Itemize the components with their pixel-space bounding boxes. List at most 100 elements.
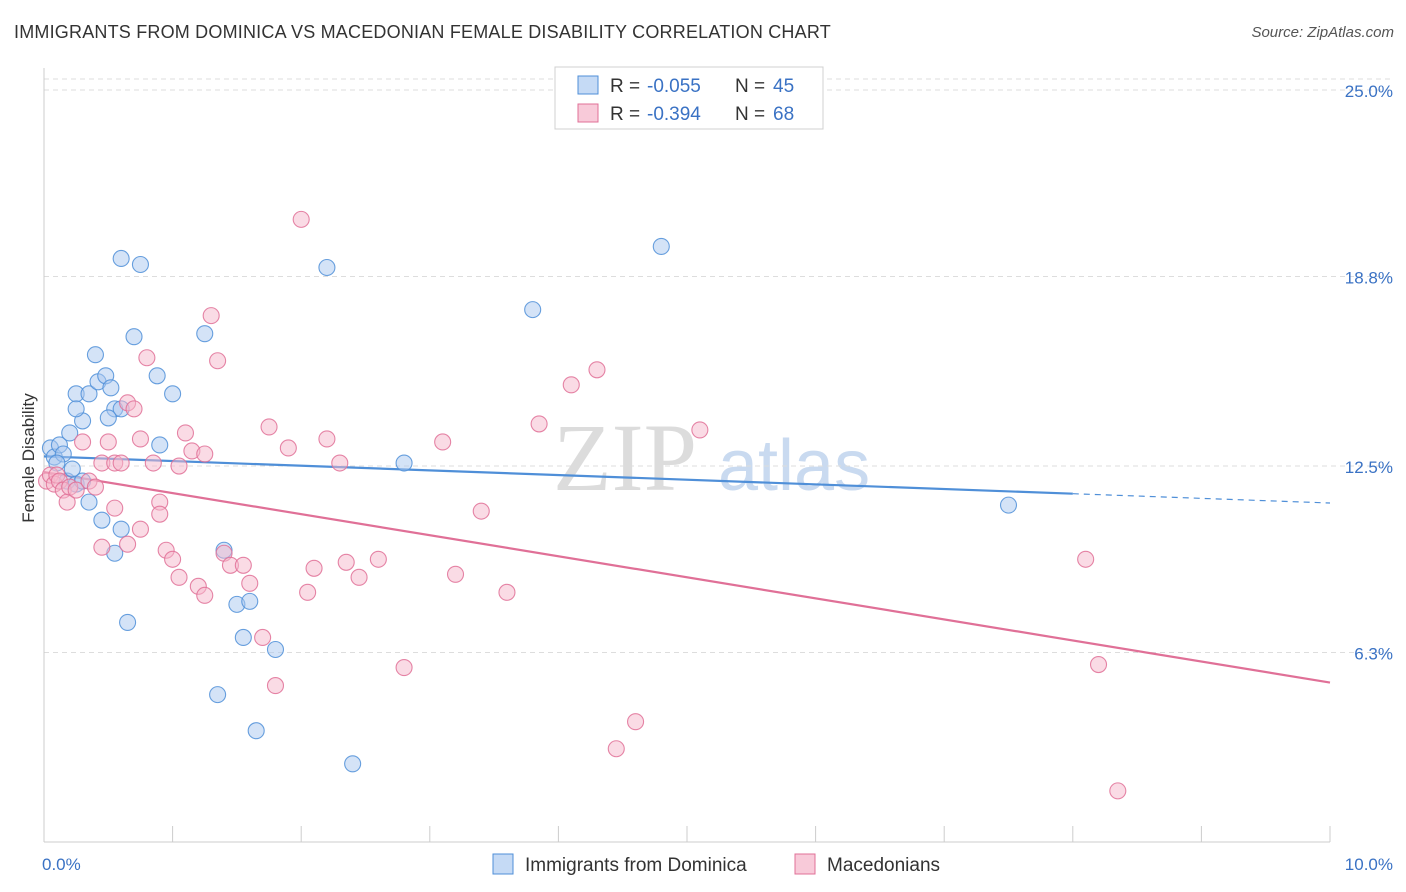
point-macedonian <box>196 445 214 463</box>
tick-labels: 6.3% 12.5% 18.8% 25.0% 0.0% 10.0% <box>42 82 1393 874</box>
legend-label-dominica: Immigrants from Dominica <box>525 855 747 876</box>
point-macedonian <box>131 430 149 448</box>
point-macedonian <box>607 740 625 758</box>
point-macedonian <box>131 520 149 538</box>
point-macedonian <box>266 677 285 695</box>
point-macedonian <box>151 505 169 523</box>
point-dominica <box>67 400 85 418</box>
axes <box>43 68 1331 843</box>
point-macedonian <box>86 478 104 496</box>
point-macedonian <box>254 628 272 647</box>
point-dominica <box>247 722 265 740</box>
stats-n-label-2: N = <box>735 104 765 125</box>
point-macedonian <box>202 307 220 325</box>
y-axis-label: Female Disability <box>19 393 38 523</box>
point-dominica <box>86 346 104 364</box>
point-dominica <box>652 237 670 256</box>
point-macedonian <box>1077 550 1095 568</box>
point-dominica <box>80 493 98 511</box>
point-dominica <box>112 249 130 268</box>
stats-r-label-1: R = <box>610 76 640 97</box>
legend-swatch-dominica <box>492 853 514 875</box>
point-macedonian <box>446 565 465 583</box>
point-macedonian <box>588 361 606 379</box>
trend-lines <box>43 455 1331 684</box>
point-macedonian <box>241 574 259 592</box>
y-tick-label: 18.8% <box>1345 269 1393 288</box>
point-dominica <box>112 520 130 538</box>
point-macedonian <box>292 210 310 228</box>
point-macedonian <box>562 376 580 394</box>
point-macedonian <box>196 586 214 604</box>
point-macedonian <box>176 424 195 442</box>
x-tick-label: 0.0% <box>42 855 81 874</box>
point-dominica <box>93 511 111 529</box>
point-macedonian <box>434 433 452 451</box>
y-tick-label: 25.0% <box>1345 82 1393 101</box>
point-macedonian <box>144 454 162 472</box>
point-dominica <box>61 424 79 442</box>
y-tick-label: 6.3% <box>1354 645 1393 664</box>
point-macedonian <box>1109 782 1127 800</box>
stats-r-value-2: -0.394 <box>647 104 701 125</box>
point-macedonian <box>164 550 182 568</box>
data-points <box>38 210 1127 800</box>
trend-line-dominica <box>43 455 1073 495</box>
watermark-zip: ZIP <box>553 404 697 511</box>
point-dominica <box>125 328 143 346</box>
point-macedonian <box>1089 655 1108 674</box>
legend-label-macedonians: Macedonians <box>827 855 940 876</box>
point-dominica <box>999 496 1018 514</box>
point-dominica <box>241 592 259 610</box>
point-macedonian <box>691 421 709 439</box>
point-dominica <box>151 436 169 454</box>
point-dominica <box>164 385 182 403</box>
point-dominica <box>209 686 227 704</box>
chart-title: IMMIGRANTS FROM DOMINICA VS MACEDONIAN F… <box>14 22 831 42</box>
trend-line-macedonians <box>43 470 1331 684</box>
point-dominica <box>80 385 98 403</box>
stats-legend-frame <box>554 66 824 130</box>
point-macedonian <box>93 538 111 556</box>
stats-legend-swatch-blue <box>577 75 599 95</box>
legend-swatch-macedonians <box>794 853 816 875</box>
point-macedonian <box>99 433 117 451</box>
series-legend: Immigrants from Dominica Macedonians <box>492 853 940 876</box>
point-dominica <box>102 379 120 397</box>
point-macedonian <box>331 454 349 472</box>
point-macedonian <box>472 502 490 520</box>
stats-n-value-1: 45 <box>773 76 794 97</box>
point-macedonian <box>350 568 368 586</box>
point-macedonian <box>119 535 137 553</box>
point-macedonian <box>627 713 645 731</box>
point-dominica <box>266 640 285 659</box>
point-macedonian <box>530 415 548 433</box>
point-macedonian <box>318 430 336 448</box>
point-dominica <box>234 628 252 647</box>
point-macedonian <box>67 481 85 499</box>
stats-legend-swatch-pink <box>577 103 599 123</box>
point-macedonian <box>369 550 387 568</box>
point-macedonian <box>170 457 188 475</box>
point-dominica <box>344 755 362 773</box>
point-macedonian <box>395 658 413 677</box>
point-macedonian <box>209 352 227 370</box>
point-macedonian <box>299 583 317 601</box>
trend-line-dominica-extension <box>1072 493 1331 504</box>
point-dominica <box>196 325 214 343</box>
point-dominica <box>318 258 336 277</box>
source-credit: Source: ZipAtlas.com <box>1251 24 1394 41</box>
point-macedonian <box>260 418 278 436</box>
x-tick-label: 10.0% <box>1345 855 1393 874</box>
y-tick-label: 12.5% <box>1345 458 1393 477</box>
point-macedonian <box>170 568 188 586</box>
stats-r-label-2: R = <box>610 104 640 125</box>
point-macedonian <box>106 499 124 517</box>
point-macedonian <box>125 400 143 418</box>
point-dominica <box>148 367 166 385</box>
stats-n-value-2: 68 <box>773 104 794 125</box>
point-macedonian <box>112 454 130 472</box>
point-dominica <box>131 255 149 274</box>
point-macedonian <box>498 583 516 601</box>
